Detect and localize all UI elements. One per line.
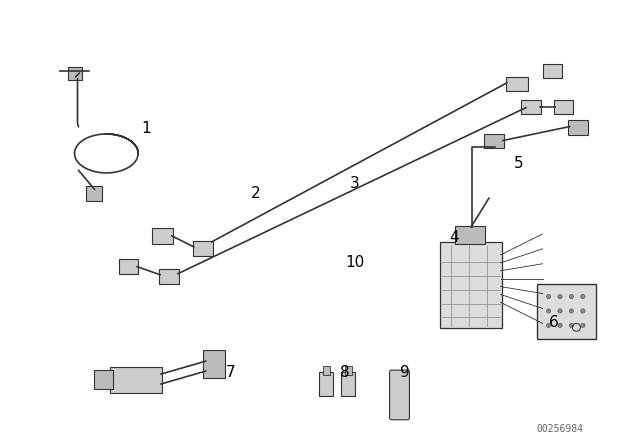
Text: 6: 6	[548, 315, 559, 330]
Text: 9: 9	[399, 365, 410, 379]
Text: 4: 4	[449, 230, 459, 246]
FancyBboxPatch shape	[390, 370, 410, 420]
Circle shape	[547, 294, 551, 299]
FancyBboxPatch shape	[543, 64, 563, 78]
FancyBboxPatch shape	[341, 372, 355, 396]
Text: 10: 10	[345, 255, 364, 270]
Circle shape	[547, 323, 551, 327]
Circle shape	[580, 294, 585, 299]
FancyBboxPatch shape	[554, 100, 573, 114]
Text: 7: 7	[226, 365, 236, 379]
FancyBboxPatch shape	[119, 259, 138, 274]
Circle shape	[569, 309, 573, 313]
FancyBboxPatch shape	[484, 134, 504, 148]
FancyBboxPatch shape	[521, 100, 541, 114]
FancyBboxPatch shape	[152, 228, 173, 244]
Circle shape	[569, 294, 573, 299]
FancyBboxPatch shape	[110, 367, 162, 393]
Text: 3: 3	[350, 176, 360, 191]
Circle shape	[558, 323, 562, 327]
FancyBboxPatch shape	[323, 366, 330, 375]
Text: 2: 2	[251, 185, 260, 201]
Circle shape	[547, 309, 551, 313]
FancyBboxPatch shape	[537, 284, 596, 339]
Circle shape	[569, 323, 573, 327]
FancyBboxPatch shape	[568, 120, 588, 134]
Circle shape	[558, 309, 562, 313]
Text: 1: 1	[141, 121, 151, 136]
FancyBboxPatch shape	[95, 370, 113, 389]
FancyBboxPatch shape	[455, 226, 485, 244]
FancyBboxPatch shape	[203, 350, 225, 378]
Text: 00256984: 00256984	[536, 424, 583, 434]
Text: 8: 8	[340, 365, 349, 379]
FancyBboxPatch shape	[68, 67, 83, 80]
FancyBboxPatch shape	[193, 241, 212, 256]
FancyBboxPatch shape	[319, 372, 333, 396]
FancyBboxPatch shape	[346, 366, 352, 375]
FancyBboxPatch shape	[159, 269, 179, 284]
Circle shape	[580, 309, 585, 313]
FancyBboxPatch shape	[506, 77, 528, 91]
FancyBboxPatch shape	[440, 242, 502, 328]
Circle shape	[558, 294, 562, 299]
FancyBboxPatch shape	[86, 186, 102, 201]
Circle shape	[580, 323, 585, 327]
Text: 5: 5	[514, 156, 524, 171]
